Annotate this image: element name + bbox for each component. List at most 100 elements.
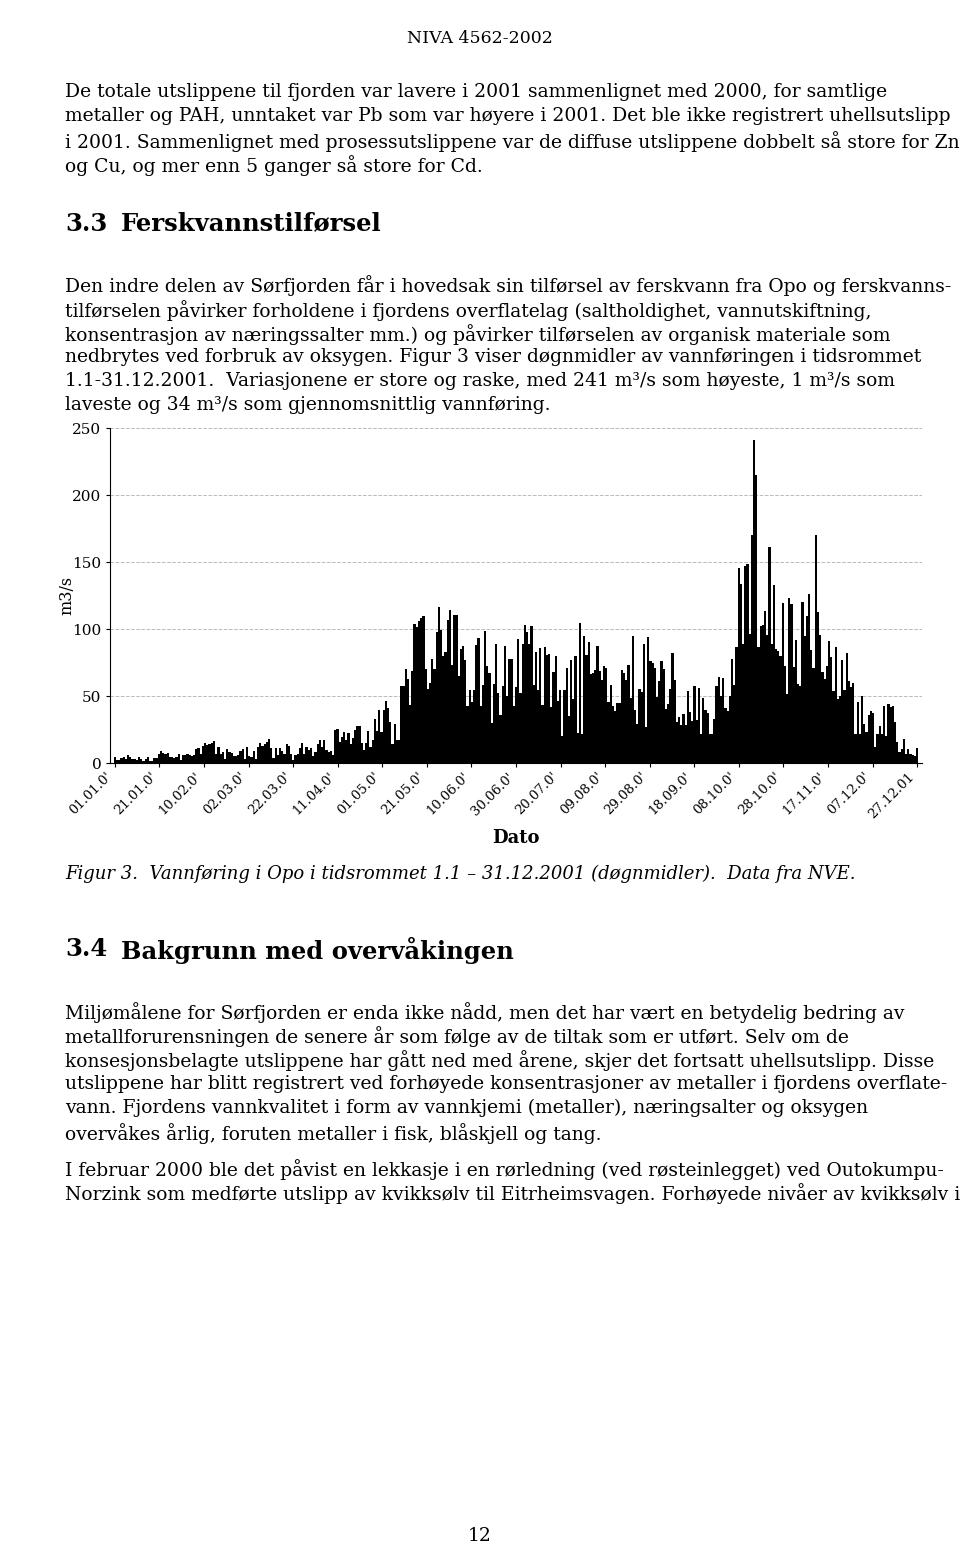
Bar: [303, 754, 305, 763]
Bar: [875, 746, 876, 763]
Bar: [834, 647, 837, 763]
Text: 1.1-31.12.2001.  Variasjonene er store og raske, med 241 m³/s som høyeste, 1 m³/: 1.1-31.12.2001. Variasjonene er store og…: [65, 372, 896, 390]
Bar: [824, 679, 826, 763]
Bar: [215, 754, 217, 763]
Bar: [790, 603, 793, 763]
Bar: [365, 743, 368, 763]
Bar: [625, 681, 627, 763]
Bar: [325, 751, 327, 763]
Bar: [169, 757, 171, 763]
Bar: [235, 757, 237, 763]
Bar: [647, 637, 649, 763]
Bar: [259, 743, 261, 763]
Bar: [120, 759, 123, 763]
Bar: [482, 686, 484, 763]
Text: konsesjonsbelagte utslippene har gått ned med årene, skjer det fortsatt uhellsut: konsesjonsbelagte utslippene har gått ne…: [65, 1050, 934, 1072]
Text: og Cu, og mer enn 5 ganger så store for Cd.: og Cu, og mer enn 5 ganger så store for …: [65, 156, 483, 176]
Bar: [297, 754, 299, 763]
Bar: [411, 671, 414, 763]
Bar: [470, 703, 473, 763]
Text: NIVA 4562-2002: NIVA 4562-2002: [407, 30, 553, 47]
Bar: [266, 742, 268, 763]
Bar: [562, 735, 564, 763]
Bar: [676, 721, 678, 763]
Bar: [757, 647, 759, 763]
Bar: [400, 686, 402, 763]
Bar: [460, 648, 462, 763]
Bar: [540, 648, 541, 763]
Bar: [817, 612, 819, 763]
Bar: [416, 626, 418, 763]
Bar: [195, 748, 198, 763]
Bar: [281, 751, 283, 763]
Bar: [138, 757, 140, 763]
Text: vann. Fjordens vannkvalitet i form av vannkjemi (metaller), næringsalter og oksy: vann. Fjordens vannkvalitet i form av va…: [65, 1098, 869, 1117]
Bar: [123, 757, 125, 763]
Text: Norzink som medførte utslipp av kvikksølv til Eitrheimsvagen. Forhøyede nivåer a: Norzink som medførte utslipp av kvikksøl…: [65, 1183, 960, 1204]
Bar: [662, 668, 664, 763]
Bar: [894, 723, 897, 763]
Bar: [444, 653, 446, 763]
Bar: [797, 684, 800, 763]
Bar: [147, 757, 149, 763]
Text: 3.3: 3.3: [65, 212, 108, 235]
Bar: [577, 734, 579, 763]
Bar: [621, 670, 623, 763]
Bar: [634, 710, 636, 763]
Bar: [664, 709, 667, 763]
Bar: [301, 743, 303, 763]
Bar: [443, 656, 444, 763]
Bar: [572, 700, 574, 763]
Bar: [327, 753, 329, 763]
Bar: [171, 757, 173, 763]
Bar: [409, 706, 411, 763]
Bar: [427, 689, 429, 763]
Bar: [310, 748, 312, 763]
Bar: [819, 636, 822, 763]
Bar: [868, 715, 870, 763]
Text: utslippene har blitt registrert ved forhøyede konsentrasjoner av metaller i fjor: utslippene har blitt registrert ved forh…: [65, 1075, 948, 1092]
Bar: [742, 643, 744, 763]
Bar: [909, 754, 912, 763]
Bar: [422, 615, 424, 763]
Bar: [312, 756, 314, 763]
Text: overvåkes årlig, foruten metaller i fisk, blåskjell og tang.: overvåkes årlig, foruten metaller i fisk…: [65, 1123, 602, 1144]
Bar: [497, 693, 499, 763]
Bar: [711, 734, 713, 763]
Bar: [339, 742, 341, 763]
Bar: [142, 762, 145, 763]
Bar: [881, 734, 883, 763]
Bar: [574, 656, 577, 763]
Bar: [380, 732, 383, 763]
Bar: [275, 748, 276, 763]
Bar: [902, 740, 905, 763]
Bar: [678, 717, 681, 763]
Bar: [696, 720, 698, 763]
Bar: [222, 753, 224, 763]
Bar: [317, 745, 319, 763]
Bar: [645, 728, 647, 763]
Bar: [154, 759, 156, 763]
Bar: [878, 726, 881, 763]
Bar: [389, 721, 392, 763]
Bar: [261, 746, 264, 763]
Bar: [759, 626, 762, 763]
Bar: [746, 564, 749, 763]
Bar: [724, 707, 727, 763]
Bar: [570, 661, 572, 763]
Bar: [145, 759, 147, 763]
Bar: [363, 751, 365, 763]
Bar: [499, 715, 502, 763]
Bar: [630, 698, 632, 763]
Bar: [376, 731, 378, 763]
Bar: [321, 746, 324, 763]
Bar: [249, 756, 251, 763]
Bar: [202, 746, 204, 763]
Bar: [356, 726, 358, 763]
Bar: [722, 678, 724, 763]
Bar: [649, 661, 652, 763]
Bar: [669, 689, 671, 763]
Bar: [543, 647, 545, 763]
Bar: [217, 748, 220, 763]
Bar: [667, 704, 669, 763]
